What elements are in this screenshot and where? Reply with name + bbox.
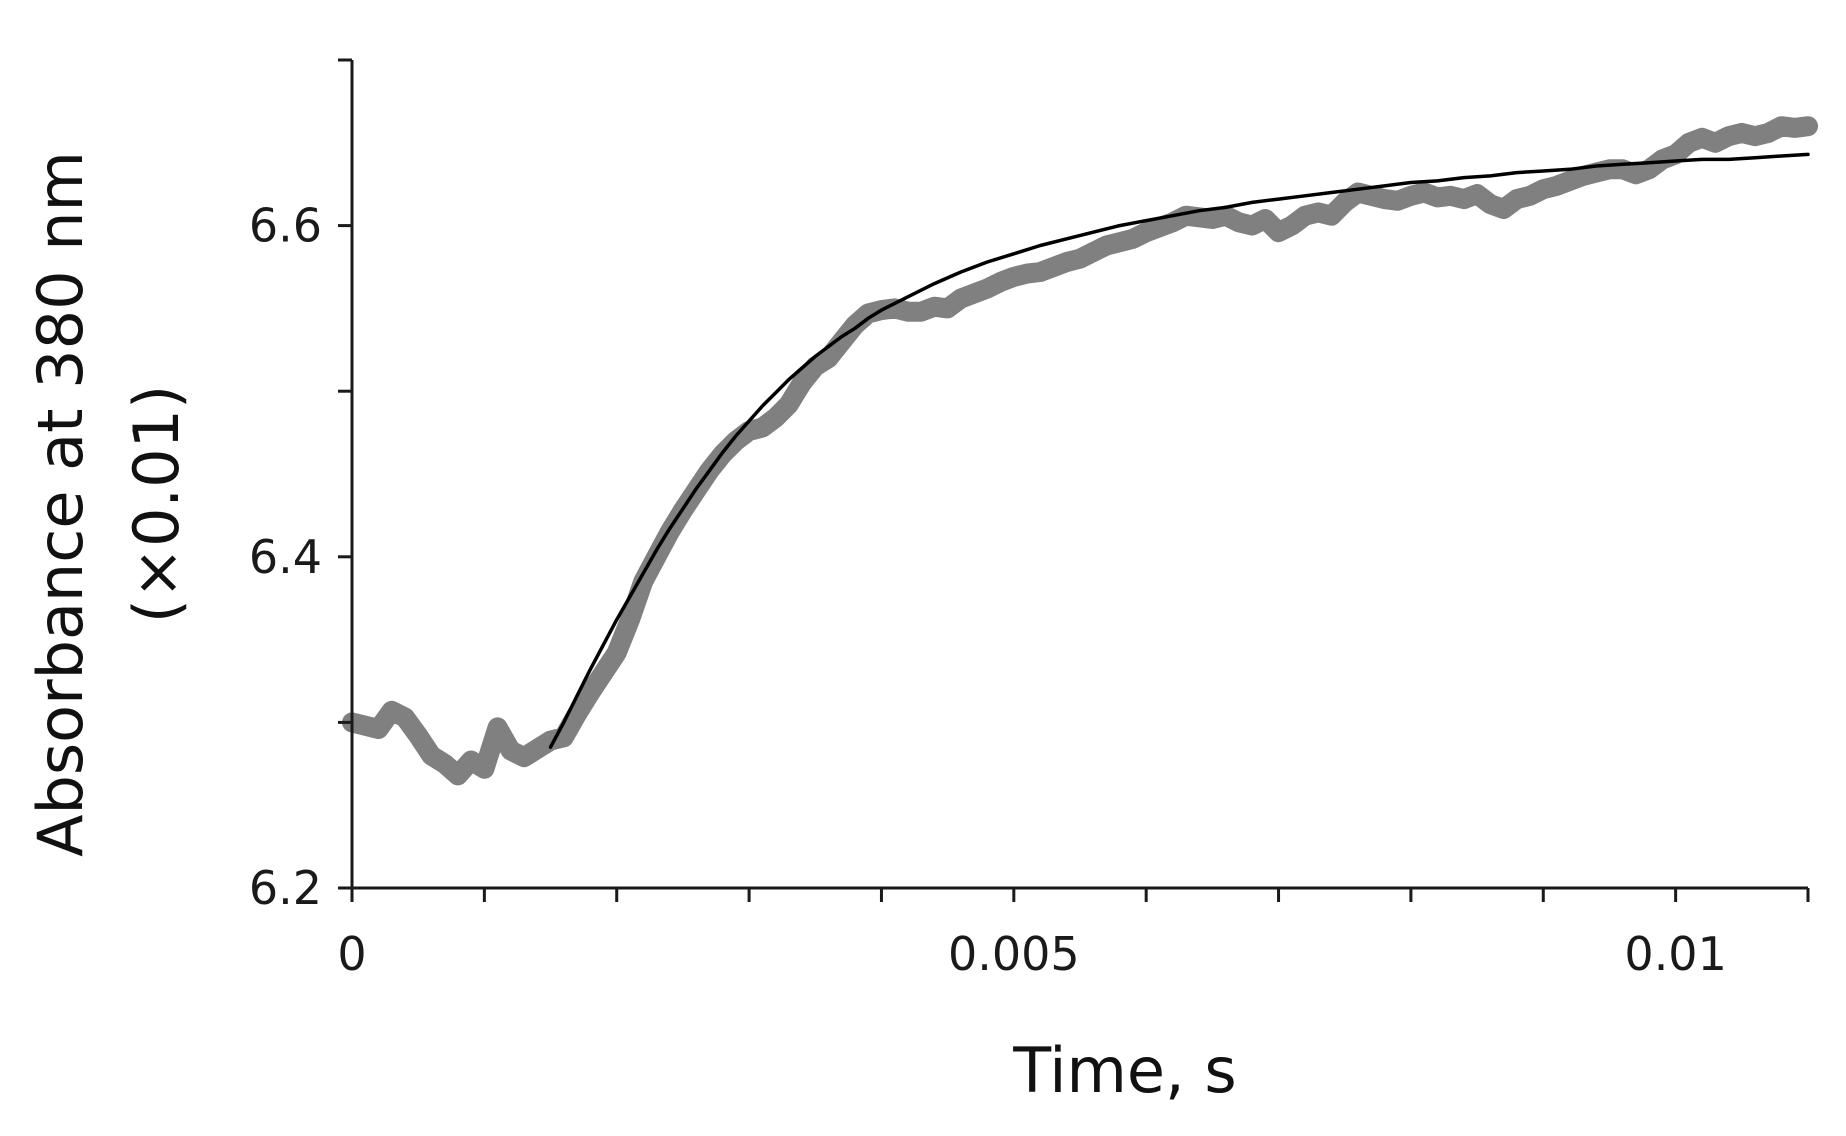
x-tick-label: 0 xyxy=(337,927,366,981)
axes-layer xyxy=(338,58,1810,902)
data-series-line xyxy=(342,116,1818,786)
series-layer xyxy=(342,116,1818,786)
y-tick-label: 6.2 xyxy=(249,861,322,915)
x-axis-title: Time, s xyxy=(1012,1034,1236,1107)
y-axis-title: Absorbance at 380 nm xyxy=(24,151,97,857)
fit-series-line xyxy=(548,152,1810,749)
x-tick-label: 0.01 xyxy=(1624,927,1726,981)
y-axis-title-unit: (×0.01) xyxy=(120,385,193,623)
tick-labels-layer: 6.2 6.4 6.6 0 0.005 0.01 xyxy=(249,199,1727,981)
x-tick-label: 0.005 xyxy=(948,927,1080,981)
y-tick-label: 6.6 xyxy=(249,199,322,253)
y-tick-label: 6.4 xyxy=(249,530,322,584)
